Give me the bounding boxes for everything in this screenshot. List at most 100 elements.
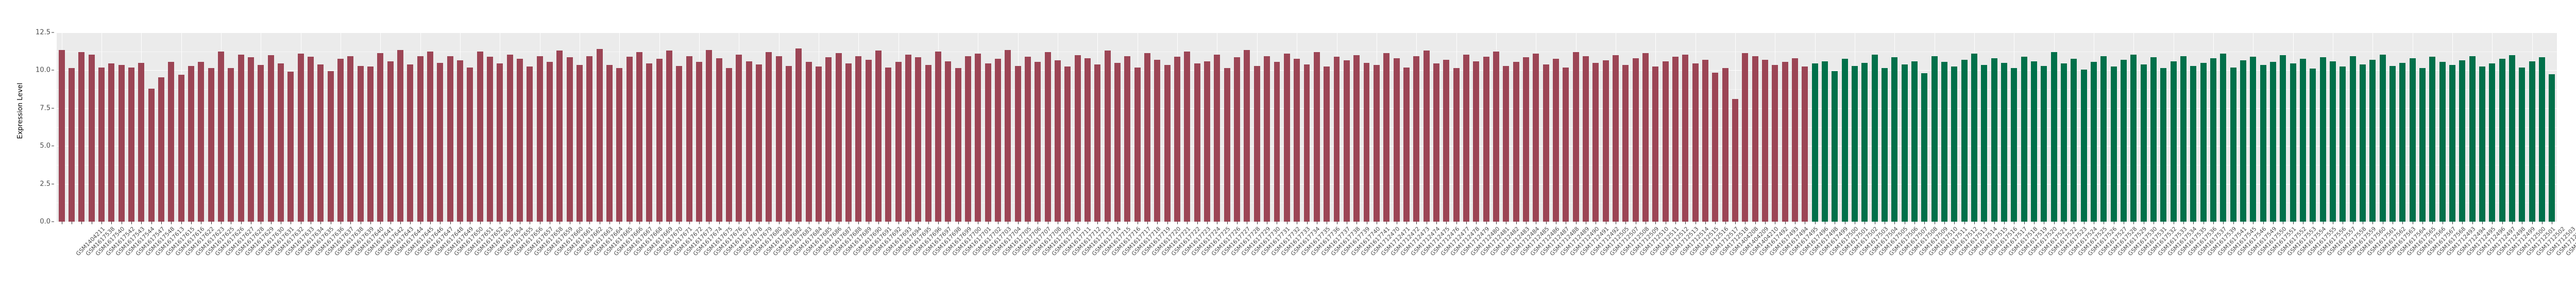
x-axis-tick-mark: [1785, 222, 1786, 224]
bar: [1592, 62, 1599, 222]
x-axis-tick-mark: [1018, 222, 1019, 224]
bar: [676, 65, 683, 222]
bar: [666, 51, 673, 222]
bar: [656, 59, 663, 222]
x-axis-tick-mark: [2223, 222, 2224, 224]
bar: [1981, 65, 1988, 222]
x-axis-tick-mark: [510, 222, 511, 224]
bar: [2011, 68, 2018, 222]
bar: [517, 59, 523, 222]
x-axis-tick-mark: [1307, 222, 1308, 224]
bar: [347, 56, 354, 222]
bar: [1702, 59, 1708, 222]
bar: [1572, 52, 1579, 222]
bar: [1632, 58, 1639, 222]
bar: [885, 67, 892, 222]
bar: [1124, 56, 1131, 222]
bar: [2140, 64, 2147, 222]
x-axis-tick-mark: [1625, 222, 1626, 224]
bar: [756, 64, 762, 222]
bar: [1423, 51, 1430, 222]
x-axis-tick-mark: [171, 222, 172, 224]
bar: [845, 63, 852, 222]
x-axis-tick-mark: [1127, 222, 1128, 224]
bar: [1543, 64, 1549, 222]
bar: [2180, 56, 2187, 222]
bar: [2210, 58, 2216, 222]
bar: [2349, 56, 2356, 222]
y-axis-tick-label: 10.0: [36, 66, 50, 74]
bar: [527, 67, 533, 222]
y-axis-tick-label: 0.0: [40, 218, 50, 226]
bar: [2120, 59, 2127, 222]
bar: [985, 63, 991, 222]
bar: [646, 63, 653, 222]
bar: [2539, 57, 2545, 222]
x-axis-tick-mark: [2422, 222, 2423, 224]
bar: [577, 65, 583, 222]
x-axis-tick-mark: [2133, 222, 2134, 224]
bar: [1164, 65, 1171, 222]
bar: [566, 57, 573, 222]
x-axis-tick-mark: [1575, 222, 1577, 224]
x-axis-tick-mark: [968, 222, 969, 224]
bar: [228, 68, 234, 222]
x-axis-tick-mark: [2512, 222, 2513, 224]
bar: [2001, 62, 2007, 222]
x-axis-tick-mark: [2323, 222, 2324, 224]
bar: [168, 62, 175, 222]
bar: [1194, 63, 1200, 222]
bar: [1563, 67, 1569, 222]
x-axis-tick-mark: [380, 222, 381, 224]
bar: [2489, 63, 2496, 222]
bar: [1772, 65, 1778, 222]
bar: [1602, 60, 1609, 222]
bar: [357, 65, 364, 222]
x-axis-tick-mark: [1924, 222, 1925, 224]
x-axis-tick-mark: [2452, 222, 2453, 224]
x-axis-tick-mark: [2472, 222, 2473, 224]
bar: [805, 62, 812, 222]
bar: [198, 62, 205, 222]
x-axis-tick-mark: [1067, 222, 1069, 224]
bar: [1622, 65, 1629, 222]
bar: [477, 51, 483, 222]
bar: [2389, 65, 2396, 222]
bar: [287, 72, 294, 222]
x-axis-tick-mark: [589, 222, 590, 224]
x-axis-tick-mark: [1207, 222, 1208, 224]
bar: [2399, 62, 2406, 222]
x-axis-tick-mark: [450, 222, 451, 224]
bar: [1094, 64, 1101, 222]
bar: [1104, 51, 1111, 222]
bar: [1253, 65, 1260, 222]
x-axis-tick-mark: [370, 222, 371, 224]
bar: [2220, 54, 2227, 222]
bar: [367, 67, 374, 222]
bar: [1802, 67, 1808, 222]
bar: [1503, 65, 1510, 222]
x-axis-tick-mark: [2033, 222, 2035, 224]
x-axis-tick-mark: [111, 222, 112, 224]
bar: [1074, 55, 1081, 222]
x-axis-tick-mark: [2263, 222, 2264, 224]
bar: [2021, 56, 2027, 222]
x-axis-tick-mark: [1117, 222, 1118, 224]
bar: [317, 64, 324, 222]
bar: [835, 53, 842, 222]
bar: [1832, 71, 1838, 222]
bar: [2130, 54, 2137, 222]
x-axis-tick-mark: [1755, 222, 1756, 224]
bar: [1921, 73, 1928, 222]
bar: [1991, 58, 1997, 222]
bar: [895, 62, 902, 222]
bar: [2080, 69, 2087, 222]
bar: [88, 54, 95, 222]
x-axis-tick-mark: [1546, 222, 1547, 224]
bar: [2449, 65, 2455, 222]
x-axis-tick-mark: [211, 222, 212, 224]
x-axis-tick-mark: [719, 222, 720, 224]
bar: [2319, 57, 2326, 222]
bar: [1931, 56, 1938, 222]
